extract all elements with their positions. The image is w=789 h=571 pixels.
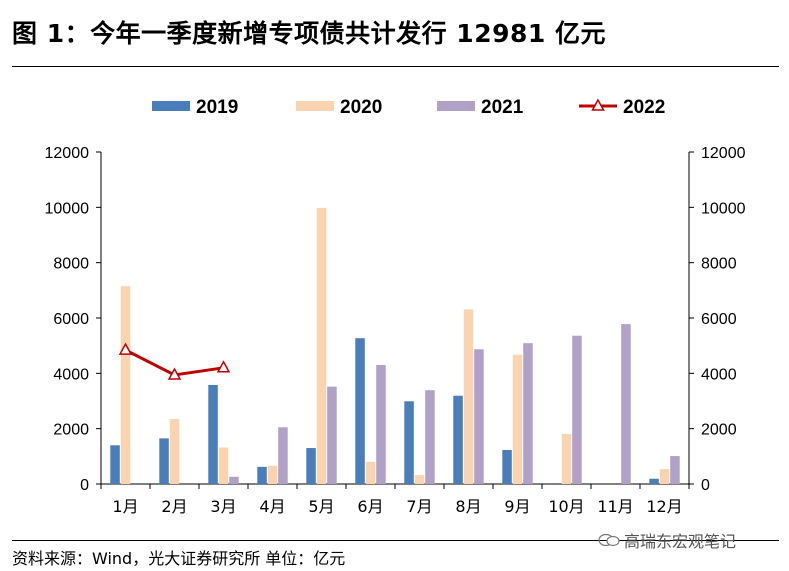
x-tick-label: 6月: [357, 497, 383, 516]
bar-2020: [169, 418, 180, 484]
legend: 2019 2020 2021 2022: [152, 97, 665, 118]
x-tick-label: 5月: [308, 497, 334, 516]
bar-2020: [463, 309, 474, 484]
bar-2021: [523, 343, 533, 484]
bar-2021: [425, 390, 435, 484]
x-tick-label: 8月: [455, 497, 481, 516]
bar-2019: [649, 478, 659, 484]
x-tick-label: 4月: [259, 497, 285, 516]
y-tick-label-left: 2000: [53, 422, 89, 439]
x-tick-label: 7月: [406, 497, 432, 516]
bar-2021: [572, 335, 582, 484]
legend-swatch-2020: [296, 101, 334, 111]
bar-2019: [159, 438, 169, 484]
bar-2019: [257, 466, 267, 484]
x-tick-label: 10月: [548, 497, 584, 516]
bar-2021: [376, 365, 386, 484]
x-tick-label: 1月: [112, 497, 138, 516]
y-tick-label-right: 6000: [701, 311, 737, 328]
bar-2020: [414, 475, 425, 484]
x-tick-label: 9月: [504, 497, 530, 516]
watermark: 高瑞东宏观笔记: [598, 528, 736, 552]
bar-2020: [218, 447, 229, 484]
watermark-text: 高瑞东宏观笔记: [624, 532, 737, 551]
bar-2020: [365, 461, 376, 484]
point-2022: [167, 367, 182, 380]
bar-2020: [561, 433, 572, 484]
bar-2020: [512, 354, 523, 484]
y-tick-label-left: 4000: [53, 366, 89, 383]
bar-2019: [404, 401, 414, 484]
bar-2019: [306, 448, 316, 484]
y-tick-label-right: 0: [701, 477, 710, 494]
y-tick-label-left: 12000: [45, 145, 90, 162]
bar-2021: [278, 427, 288, 484]
x-tick-label: 2月: [161, 497, 187, 516]
top-rule: [12, 66, 779, 67]
bar-2020: [120, 286, 131, 484]
bar-2021: [670, 456, 680, 484]
bars: [110, 207, 680, 485]
bar-2019: [110, 445, 120, 484]
bar-2021: [474, 349, 484, 484]
legend-swatch-2021: [437, 101, 475, 111]
y-tick-label-left: 0: [80, 477, 89, 494]
bar-2019: [208, 384, 218, 484]
chart-title: 图 1：今年一季度新增专项债共计发行 12981 亿元: [12, 19, 606, 48]
bar-2021: [229, 476, 239, 484]
y-tick-label-left: 6000: [53, 311, 89, 328]
bar-2019: [355, 338, 365, 484]
wechat-icon: [598, 533, 620, 547]
point-2022: [118, 342, 133, 355]
legend-swatch-2019: [152, 101, 190, 111]
legend-label-2021: 2021: [481, 97, 524, 118]
line-series: [118, 342, 231, 380]
y-tick-label-left: 10000: [45, 200, 90, 217]
x-tick-label: 12月: [646, 497, 682, 516]
y-tick-label-right: 2000: [701, 422, 737, 439]
bar-2019: [453, 395, 463, 484]
bar-2020: [316, 207, 327, 485]
y-tick-label-right: 8000: [701, 256, 737, 273]
bar-2021: [621, 324, 631, 484]
legend-label-2019: 2019: [196, 97, 238, 118]
legend-label-2022: 2022: [623, 97, 665, 118]
bottom-rule: [12, 540, 779, 541]
x-tick-label: 3月: [210, 497, 236, 516]
point-2022: [216, 360, 231, 373]
x-tick-label: 11月: [597, 497, 633, 516]
bar-2019: [502, 449, 512, 484]
bar-2020: [267, 465, 278, 484]
y-tick-label-right: 12000: [701, 145, 746, 162]
bar-2020: [659, 469, 670, 484]
source-note: 资料来源：Wind，光大证券研究所 单位：亿元: [12, 549, 346, 568]
y-tick-label-right: 4000: [701, 366, 737, 383]
y-tick-label-left: 8000: [53, 256, 89, 273]
bar-2021: [327, 386, 337, 484]
axes: 0 0 2000 2000 4000 4000 6000 6000 8000 8000 10000 1…: [45, 145, 746, 516]
legend-label-2020: 2020: [340, 97, 382, 118]
chart: 2019 2020 2021 2022 0 0 2000 2000 4000 4000 6000 6…: [45, 97, 746, 516]
y-tick-label-right: 10000: [701, 200, 746, 217]
legend-marker-2022: [591, 98, 605, 111]
